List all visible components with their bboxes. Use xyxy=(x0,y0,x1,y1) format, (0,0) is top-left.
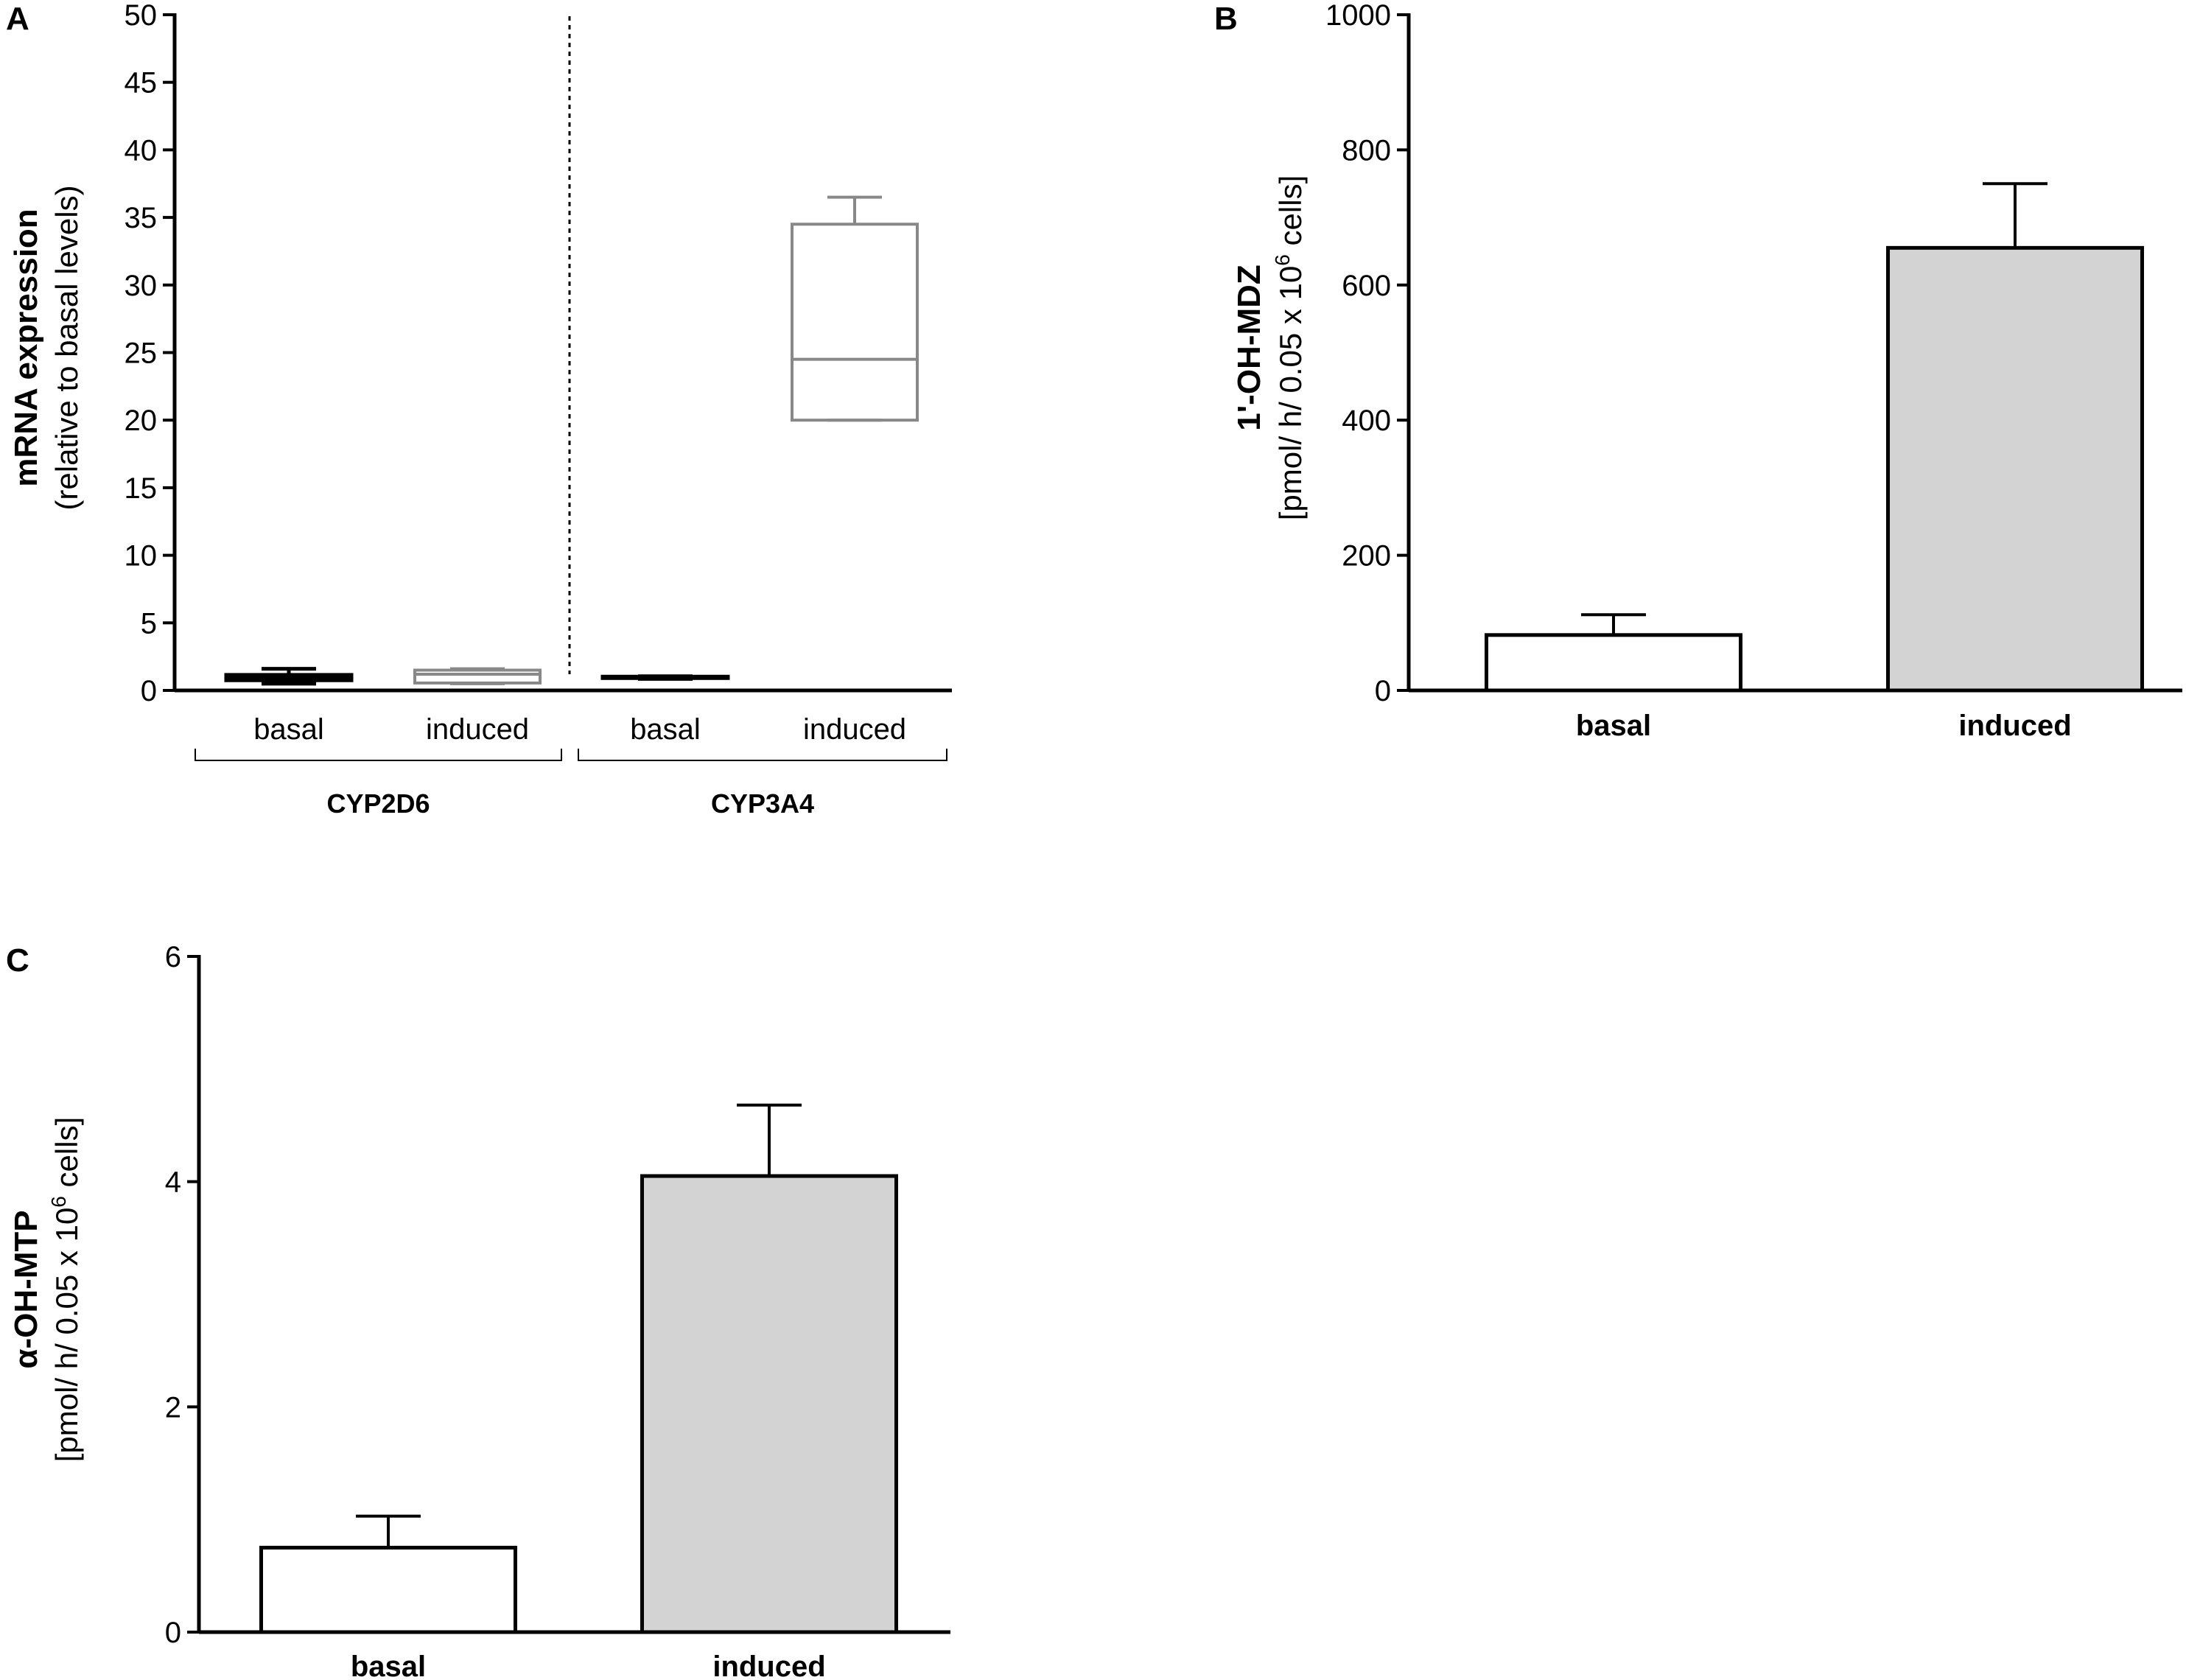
panel-b-plot: 0 200 400 600 800 1000 basal induced xyxy=(1325,0,2182,742)
panel-b-y-tick-label: 1000 xyxy=(1325,0,1391,32)
panel-c-ylabel-sup: 6 xyxy=(47,1196,70,1208)
panel-b-y-tick-label: 600 xyxy=(1342,270,1391,302)
panel-a-ylabel-main: mRNA expression xyxy=(8,209,44,486)
panel-b-y-tick-label: 200 xyxy=(1342,540,1391,573)
panel-a-y-tick-label: 35 xyxy=(125,202,158,234)
bar xyxy=(1485,633,1742,693)
box-iqr xyxy=(791,223,919,422)
panel-c-plot: 0 2 4 6 basal induced xyxy=(165,941,950,1680)
panel-c-y-tick-label: 2 xyxy=(165,1391,181,1424)
bar xyxy=(640,1174,898,1634)
panel-a-y-tick-label: 50 xyxy=(125,0,158,32)
panel-a-y-tick-label: 25 xyxy=(125,337,158,370)
panel-b-y-tick-label: 0 xyxy=(1375,675,1391,707)
category-label: basal xyxy=(1576,710,1651,742)
panel-a-y-tick-label: 20 xyxy=(125,405,158,437)
panel-c-letter: C xyxy=(6,942,29,979)
panel-a-letter: A xyxy=(6,1,29,37)
category-label: induced xyxy=(1958,710,2071,742)
panel-c-ylabel-main: α-OH-MTP xyxy=(8,1210,44,1368)
group-label: CYP3A4 xyxy=(711,788,814,819)
panel-b: B 1'-OH-MDZ [pmol/ h/ 0.05 x 106 cells] … xyxy=(1214,0,2182,742)
group-label: CYP2D6 xyxy=(326,788,430,819)
panel-a-y-tick-label: 5 xyxy=(141,607,157,640)
category-label: induced xyxy=(803,713,906,746)
panel-c-ylabel-sub: [pmol/ h/ 0.05 x 106 cells] xyxy=(47,1117,84,1462)
panel-b-y-tick-label: 800 xyxy=(1342,134,1391,167)
category-label: basal xyxy=(351,1651,426,1680)
panel-a-y-tick-label: 10 xyxy=(125,540,158,573)
panel-b-ylabel-sup: 6 xyxy=(1271,254,1294,266)
bar xyxy=(1886,245,2144,693)
panel-c-y-tick-label: 6 xyxy=(165,941,181,973)
bar xyxy=(259,1545,517,1634)
panel-c: C α-OH-MTP [pmol/ h/ 0.05 x 106 cells] 0… xyxy=(6,941,950,1680)
panel-b-letter: B xyxy=(1214,1,1238,37)
box-iqr xyxy=(413,668,542,685)
panel-a-plot: 0 5 10 15 20 25 30 35 40 45 50 basal induced basal ind… xyxy=(125,0,952,819)
panel-c-ylabel-sub-pre: [pmol/ h/ 0.05 x 10 xyxy=(49,1208,84,1463)
panel-a-y-tick-label: 0 xyxy=(141,675,157,707)
group-bracket xyxy=(578,749,947,761)
panel-c-ylabel-sub-post: cells] xyxy=(49,1117,84,1196)
panel-c-y-tick-label: 0 xyxy=(165,1617,181,1649)
panel-a-ylabel-sub: (relative to basal levels) xyxy=(49,185,84,510)
panel-a: A mRNA expression (relative to basal lev… xyxy=(6,0,952,819)
category-label: induced xyxy=(426,713,529,746)
panel-b-ylabel-main: 1'-OH-MDZ xyxy=(1231,265,1267,431)
category-label: basal xyxy=(253,713,324,746)
panel-b-ylabel-sub-post: cells] xyxy=(1273,175,1308,254)
panel-a-y-tick-label: 45 xyxy=(125,67,158,99)
panel-b-ylabel-sub-pre: [pmol/ h/ 0.05 x 10 xyxy=(1273,266,1308,521)
category-label: induced xyxy=(712,1651,825,1680)
panel-a-y-tick-label: 15 xyxy=(125,472,158,505)
panel-a-y-tick-label: 30 xyxy=(125,270,158,302)
panel-a-y-tick-label: 40 xyxy=(125,134,158,167)
category-label: basal xyxy=(630,713,701,746)
panel-b-ylabel-sub: [pmol/ h/ 0.05 x 106 cells] xyxy=(1271,175,1308,520)
panel-b-y-tick-label: 400 xyxy=(1342,405,1391,437)
panel-c-y-tick-label: 4 xyxy=(165,1166,181,1199)
group-bracket xyxy=(195,749,562,761)
